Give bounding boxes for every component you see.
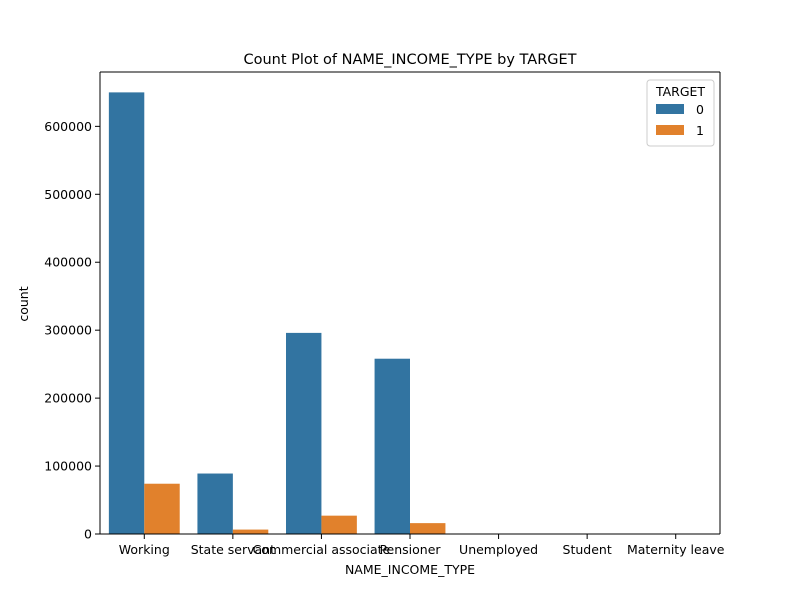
x-tick-label: Maternity leave [627, 542, 725, 557]
bar-working-target-0 [109, 92, 144, 534]
x-tick-label: Pensioner [379, 542, 441, 557]
legend-label-0: 0 [696, 102, 704, 117]
bar-commercial-associate-target-0 [286, 333, 321, 534]
y-tick-label: 500000 [44, 187, 92, 202]
y-tick-label: 200000 [44, 391, 92, 406]
bar-pensioner-target-0 [375, 359, 410, 534]
bar-commercial-associate-target-1 [321, 516, 356, 534]
bar-working-target-1 [144, 484, 179, 534]
x-tick-label: Student [563, 542, 612, 557]
plot-area [100, 72, 720, 534]
legend: TARGET 0 1 [647, 80, 714, 146]
y-tick-label: 300000 [44, 323, 92, 338]
x-tick-label: Unemployed [459, 542, 538, 557]
x-tick-label: Working [119, 542, 170, 557]
legend-title: TARGET [655, 84, 705, 99]
y-axis-label: count [16, 286, 31, 321]
legend-swatch-1 [656, 125, 684, 135]
bar-state-servant-target-0 [197, 474, 232, 534]
legend-swatch-0 [656, 104, 684, 114]
x-tick-label: Commercial associate [253, 542, 391, 557]
chart-title: Count Plot of NAME_INCOME_TYPE by TARGET [243, 52, 576, 68]
bar-pensioner-target-1 [410, 523, 445, 534]
legend-label-1: 1 [696, 123, 704, 138]
x-axis-label: NAME_INCOME_TYPE [345, 562, 475, 577]
bar-state-servant-target-1 [233, 530, 268, 534]
y-tick-label: 400000 [44, 255, 92, 270]
y-tick-label: 0 [84, 527, 92, 542]
y-tick-label: 100000 [44, 459, 92, 474]
y-tick-label: 600000 [44, 119, 92, 134]
y-axis: 0 100000 200000 300000 400000 500000 600000 [44, 119, 100, 542]
